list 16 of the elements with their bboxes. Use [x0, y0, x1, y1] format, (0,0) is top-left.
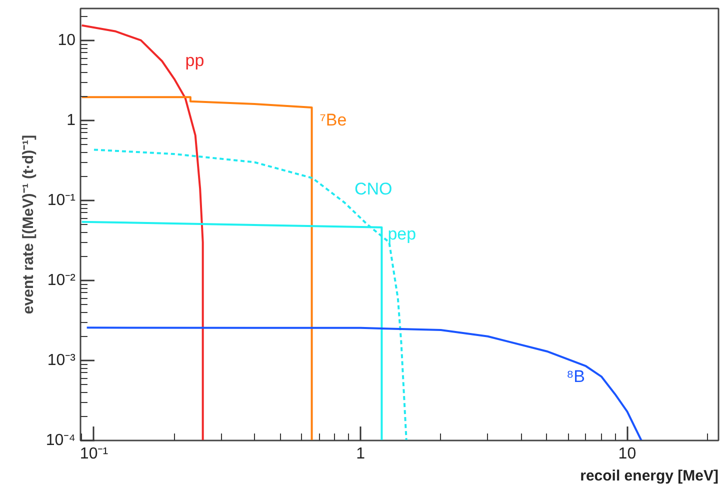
x-axis-title: recoil energy [MeV]: [580, 468, 719, 484]
x-tick-label: 1: [356, 446, 366, 462]
y-tick-label: 1: [66, 112, 76, 129]
series-label: pep: [388, 224, 416, 244]
x-tick-label: 10⁻¹: [80, 446, 108, 462]
y-tick-label: 10⁻¹: [47, 192, 76, 209]
y-tick-label: 10: [58, 32, 76, 49]
x-tick-label: 10: [618, 446, 636, 462]
series-label: ⁸B: [566, 367, 586, 386]
y-tick-label: 10⁻⁴: [46, 432, 76, 449]
series-label: CNO: [354, 180, 392, 199]
y-tick-label: 10⁻²: [47, 272, 76, 289]
y-axis-title: event rate [(MeV)⁻¹ (t·d)⁻¹]: [20, 134, 37, 314]
series-label: pp: [185, 51, 204, 70]
series-label: ⁷Be: [320, 110, 347, 130]
y-tick-label: 10⁻³: [47, 352, 76, 369]
